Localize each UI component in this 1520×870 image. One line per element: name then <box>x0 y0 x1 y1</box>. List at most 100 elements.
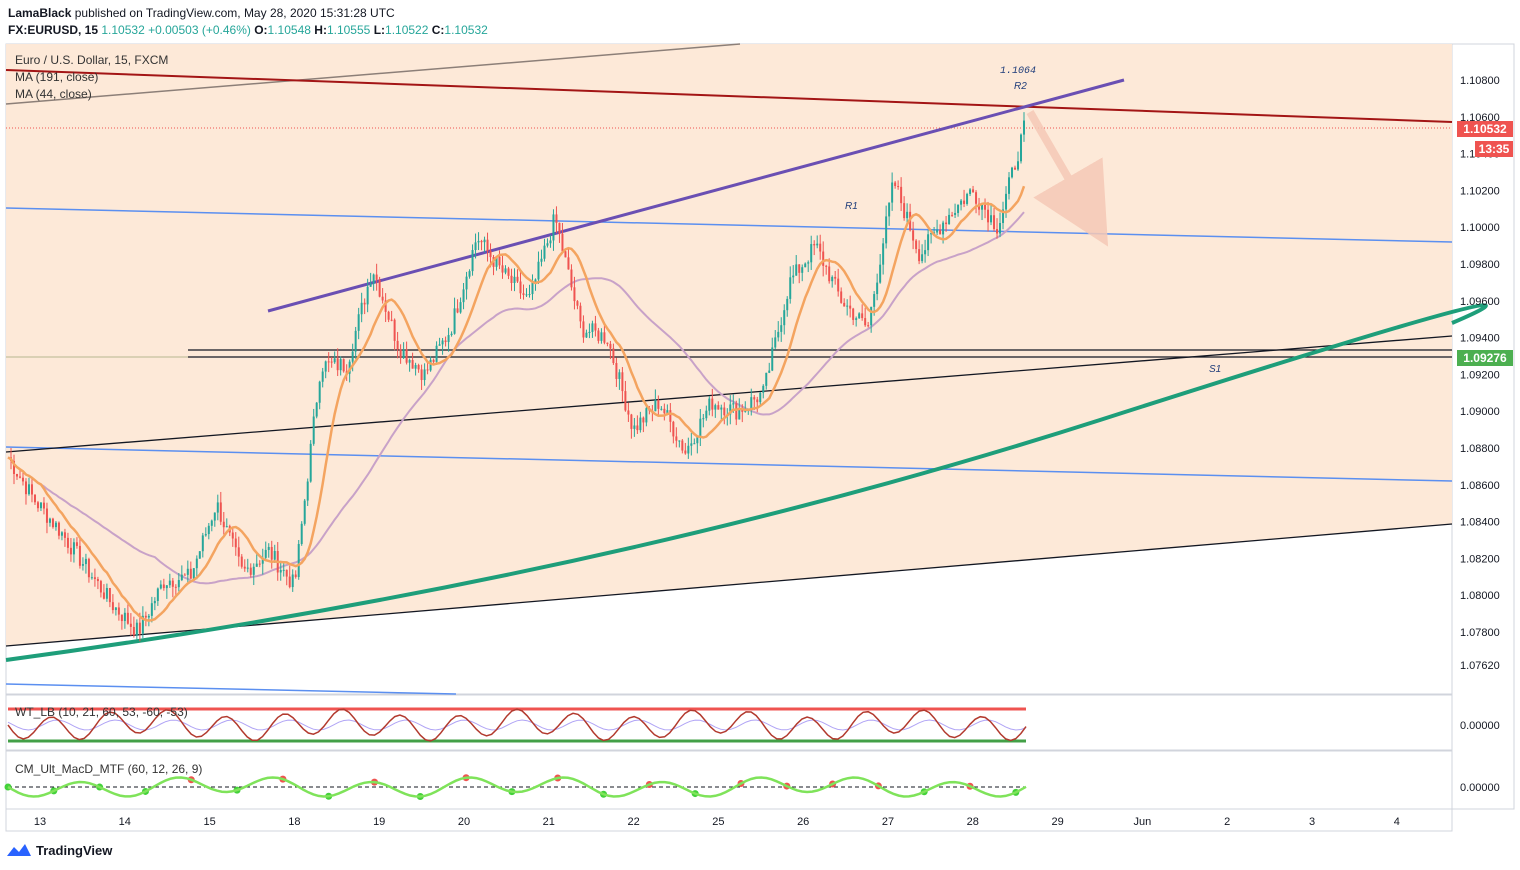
candle-body <box>135 622 138 636</box>
candle-body <box>123 612 126 622</box>
h-label: H: <box>314 23 327 37</box>
candle-body <box>147 615 150 618</box>
candle-body <box>945 222 948 225</box>
candle-body <box>825 265 828 267</box>
candle-body <box>1020 134 1023 162</box>
candle-body <box>399 349 402 358</box>
o-value: 1.10548 <box>267 23 311 37</box>
publisher-name[interactable]: LamaBlack <box>8 6 72 20</box>
candle-body <box>285 569 288 577</box>
candle-body <box>534 279 537 283</box>
candle-body <box>81 564 84 566</box>
candle-body <box>465 276 468 290</box>
candle-body <box>777 331 780 338</box>
candle-body <box>198 551 201 559</box>
candle-body <box>756 399 759 403</box>
candle-body <box>672 421 675 437</box>
header-change: +0.00503 (+0.46%) <box>148 23 251 37</box>
candle-body <box>789 277 792 299</box>
candle-body <box>900 186 903 204</box>
candle-body <box>60 532 63 536</box>
candle-body <box>447 335 450 343</box>
candle-body <box>762 385 765 393</box>
ma44-line <box>7 185 1026 622</box>
x-tick-label: 25 <box>712 816 724 828</box>
legend-instrument[interactable]: Euro / U.S. Dollar, 15, FXCM <box>15 53 169 67</box>
candle-body <box>684 450 687 454</box>
candle-body <box>258 563 261 565</box>
candle-body <box>234 538 237 548</box>
candle-body <box>960 200 963 205</box>
candle-body <box>66 537 69 548</box>
candle-body <box>390 319 393 321</box>
candle-body <box>102 592 105 599</box>
candle-body <box>804 263 807 268</box>
candle-body <box>681 440 684 451</box>
candle-body <box>93 577 96 580</box>
y-tick-label: 1.09400 <box>1460 333 1500 345</box>
y-tick-label: 1.08400 <box>1460 517 1500 529</box>
l-value: 1.10522 <box>385 23 429 37</box>
candle-body <box>174 586 177 588</box>
candle-body <box>177 580 180 588</box>
candle-body <box>90 577 93 579</box>
s1-label: S1 <box>1209 364 1221 375</box>
candle-body <box>333 358 336 363</box>
candle-body <box>588 331 591 333</box>
candle-body <box>873 294 876 307</box>
candle-body <box>627 410 630 415</box>
candle-body <box>69 547 72 555</box>
blue-lower-line <box>5 446 1453 482</box>
candle-body <box>795 264 798 276</box>
candle-body <box>402 349 405 358</box>
candle-body <box>225 526 228 528</box>
candle-body <box>51 518 54 528</box>
candle-body <box>768 370 771 373</box>
legend-ma191[interactable]: MA (191, close) <box>15 70 99 84</box>
candle-body <box>522 293 525 295</box>
candle-body <box>204 534 207 536</box>
candle-body <box>387 311 390 320</box>
header-price: 1.10532 <box>101 23 145 37</box>
candle-body <box>153 600 156 604</box>
candle-body <box>897 186 900 188</box>
macd-zero-tick: 0.00000 <box>1460 782 1500 794</box>
candle-body <box>363 302 366 305</box>
outer-channel-top-line <box>5 43 741 105</box>
candle-body <box>966 193 969 204</box>
candle-body <box>336 358 339 371</box>
candle-body <box>1008 177 1011 194</box>
candle-body <box>585 332 588 338</box>
candle-body <box>408 360 411 363</box>
candle-body <box>309 443 312 482</box>
candle-body <box>771 347 774 371</box>
candle-body <box>708 398 711 411</box>
candle-body <box>1011 167 1014 178</box>
ma191-layer <box>7 211 1025 585</box>
candle-body <box>885 216 888 244</box>
candle-body <box>615 362 618 379</box>
candle-body <box>654 400 657 412</box>
candle-body <box>687 445 690 454</box>
candle-body <box>912 230 915 241</box>
y-tick-label: 1.07800 <box>1460 627 1500 639</box>
candle-body <box>126 612 129 624</box>
candle-body <box>915 240 918 250</box>
candle-body <box>414 365 417 369</box>
candle-body <box>1005 193 1008 210</box>
legend-macd[interactable]: CM_Ult_MacD_MTF (60, 12, 26, 9) <box>15 762 203 776</box>
candle-body <box>843 302 846 307</box>
legend-ma44[interactable]: MA (44, close) <box>15 87 92 101</box>
legend-wt[interactable]: WT_LB (10, 21, 60, 53, -60, -53) <box>15 705 188 719</box>
candle-body <box>30 484 33 495</box>
candle-body <box>867 325 870 327</box>
candle-body <box>606 342 609 344</box>
candle-body <box>183 574 186 576</box>
candle-body <box>930 233 933 235</box>
candle-body <box>405 349 408 363</box>
ma44-layer <box>7 185 1026 622</box>
candle-body <box>369 283 372 287</box>
footer-brand[interactable]: TradingView <box>6 842 112 858</box>
candle-body <box>270 546 273 560</box>
